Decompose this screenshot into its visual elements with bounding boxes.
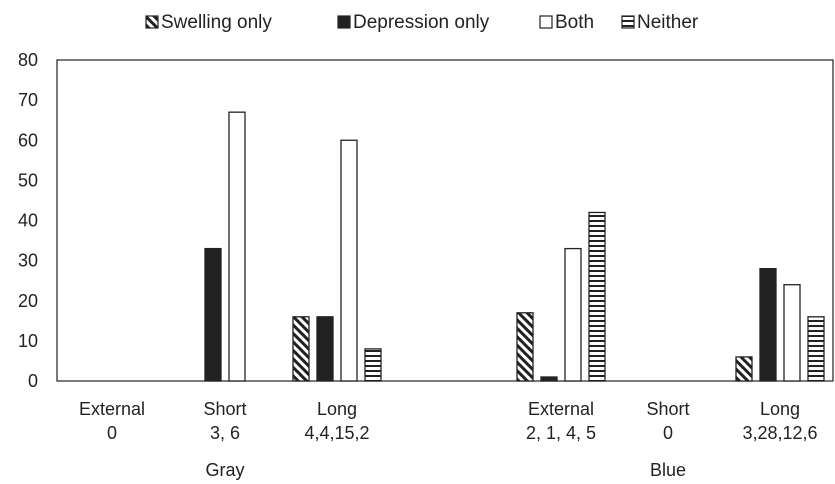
group-label-1: Blue xyxy=(650,460,686,480)
bar-blue-2-3 xyxy=(807,316,825,382)
plot-frame xyxy=(56,59,834,382)
legend-swatch-3 xyxy=(621,15,635,29)
bar-blue-2-2 xyxy=(783,284,801,382)
bar-blue-0-3 xyxy=(588,211,606,382)
bar-blue-0-2 xyxy=(564,247,582,382)
y-tick-label-6: 60 xyxy=(18,130,38,150)
category-sublabel-1-1: 0 xyxy=(663,423,673,443)
bar-blue-2-1 xyxy=(759,267,777,382)
chart-bars xyxy=(204,111,825,382)
bar-gray-1-2 xyxy=(228,111,246,382)
y-tick-label-5: 50 xyxy=(18,170,38,190)
legend-swatch-0 xyxy=(145,15,159,29)
legend-label-2: Both xyxy=(555,12,594,33)
legend-swatch-1 xyxy=(337,15,351,29)
y-tick-label-8: 80 xyxy=(18,50,38,70)
category-label-1-1: Short xyxy=(646,399,689,419)
y-tick-label-1: 10 xyxy=(18,331,38,351)
bar-gray-2-2 xyxy=(340,139,358,382)
chart-legend: Swelling only Depression only Both Neither xyxy=(145,12,699,33)
bar-gray-1-1 xyxy=(204,247,222,382)
category-sublabel-1-0: 2, 1, 4, 5 xyxy=(526,423,596,443)
bar-gray-2-3 xyxy=(364,348,382,382)
y-tick-label-4: 40 xyxy=(18,211,38,231)
legend-swatch-2 xyxy=(539,15,553,29)
category-sublabel-0-1: 3, 6 xyxy=(210,423,240,443)
bar-gray-2-1 xyxy=(316,316,334,382)
chart-axes: 0 10 20 30 40 50 60 70 80 xyxy=(18,50,834,391)
category-sublabel-1-2: 3,28,12,6 xyxy=(742,423,817,443)
category-label-1-2: Long xyxy=(760,399,800,419)
y-tick-label-7: 70 xyxy=(18,90,38,110)
category-label-1-0: External xyxy=(528,399,594,419)
bar-blue-0-1 xyxy=(540,376,558,382)
legend-label-0: Swelling only xyxy=(161,12,272,33)
legend-label-1: Depression only xyxy=(353,12,490,33)
legend-label-3: Neither xyxy=(637,12,699,33)
bar-blue-2-0 xyxy=(735,356,753,382)
bar-gray-2-0 xyxy=(292,316,310,382)
y-tick-label-2: 20 xyxy=(18,291,38,311)
category-label-0-0: External xyxy=(79,399,145,419)
y-tick-label-0: 0 xyxy=(28,371,38,391)
group-label-0: Gray xyxy=(205,460,244,480)
y-tick-label-3: 30 xyxy=(18,251,38,271)
category-sublabel-0-2: 4,4,15,2 xyxy=(304,423,369,443)
category-label-0-2: Long xyxy=(317,399,357,419)
category-label-0-1: Short xyxy=(203,399,246,419)
chart-x-labels: External 0 Short 3, 6 Long 4,4,15,2 Gray Extern… xyxy=(79,399,818,480)
bar-blue-0-0 xyxy=(516,312,534,382)
category-sublabel-0-0: 0 xyxy=(107,423,117,443)
